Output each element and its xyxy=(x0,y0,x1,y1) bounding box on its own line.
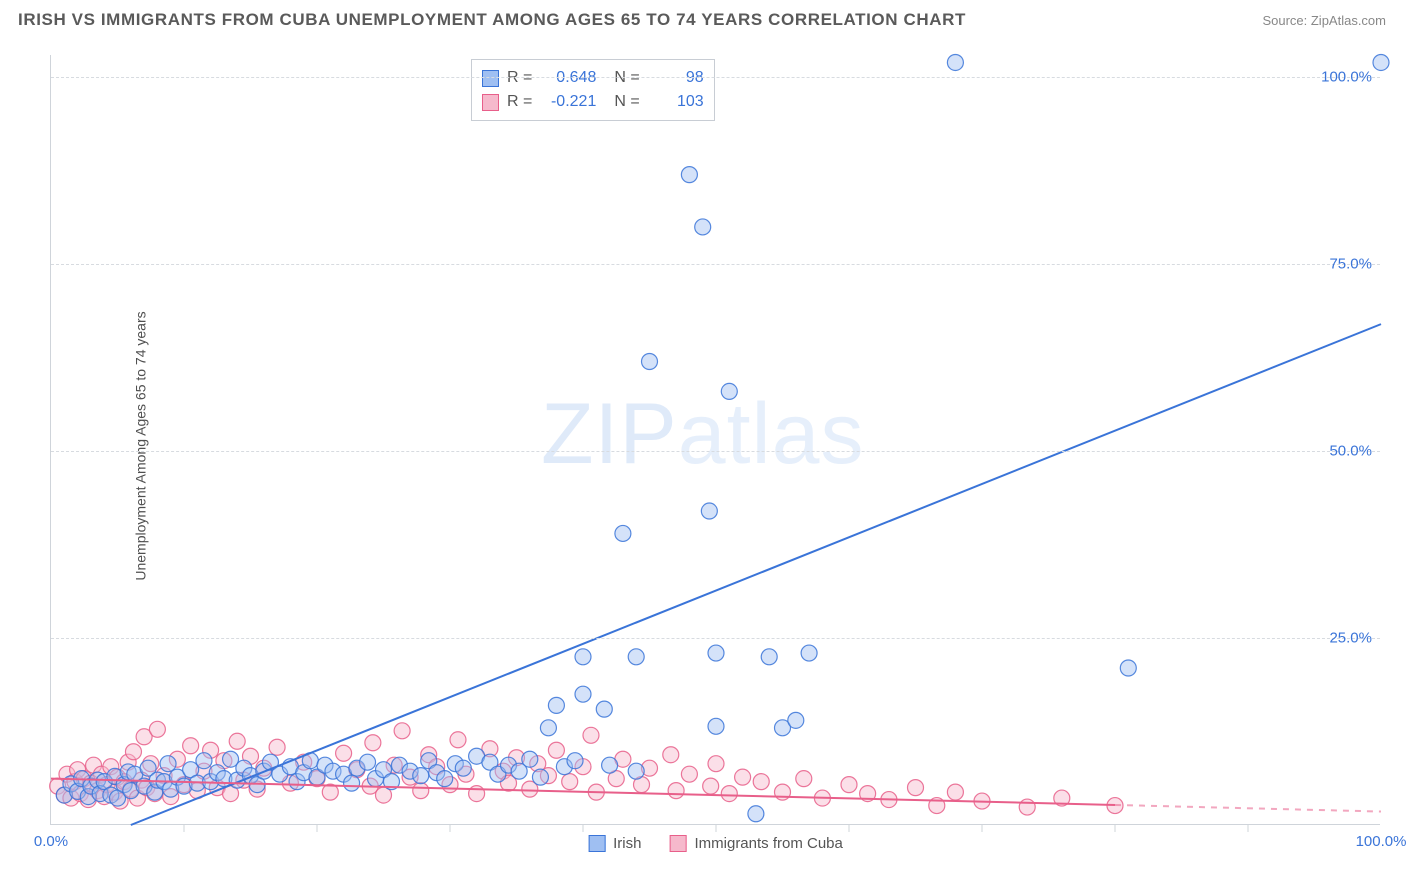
scatter-point-irish xyxy=(540,720,556,736)
source-attribution: Source: ZipAtlas.com xyxy=(1262,13,1386,28)
scatter-point-irish xyxy=(801,645,817,661)
y-tick-label: 100.0% xyxy=(1321,69,1372,86)
scatter-point-cuba xyxy=(668,783,684,799)
scatter-point-irish xyxy=(575,649,591,665)
scatter-point-irish xyxy=(522,751,538,767)
scatter-point-irish xyxy=(761,649,777,665)
scatter-point-cuba xyxy=(721,786,737,802)
x-tick-label: 100.0% xyxy=(1356,833,1406,850)
y-tick-label: 50.0% xyxy=(1329,443,1372,460)
scatter-point-cuba xyxy=(548,742,564,758)
x-tick-label: 0.0% xyxy=(34,833,68,850)
scatter-point-cuba xyxy=(229,733,245,749)
scatter-point-cuba xyxy=(841,777,857,793)
stat-row-cuba: R =-0.221N =103 xyxy=(482,90,704,114)
scatter-point-cuba xyxy=(947,784,963,800)
legend-item-irish: Irish xyxy=(588,835,641,852)
scatter-point-cuba xyxy=(469,786,485,802)
scatter-point-irish xyxy=(344,775,360,791)
scatter-point-cuba xyxy=(562,774,578,790)
scatter-point-cuba xyxy=(583,727,599,743)
scatter-point-irish xyxy=(1120,660,1136,676)
scatter-point-cuba xyxy=(149,721,165,737)
scatter-point-irish xyxy=(160,756,176,772)
scatter-point-irish xyxy=(708,718,724,734)
scatter-point-irish xyxy=(532,769,548,785)
legend-swatch-cuba xyxy=(669,835,686,852)
scatter-point-irish xyxy=(455,760,471,776)
legend-label-irish: Irish xyxy=(613,835,641,852)
scatter-point-irish xyxy=(748,806,764,822)
scatter-point-irish xyxy=(708,645,724,661)
scatter-point-irish xyxy=(360,754,376,770)
scatter-point-irish xyxy=(575,686,591,702)
chart-title: IRISH VS IMMIGRANTS FROM CUBA UNEMPLOYME… xyxy=(18,10,966,30)
plot-svg xyxy=(51,55,1380,824)
scatter-point-irish xyxy=(681,167,697,183)
source-link[interactable]: ZipAtlas.com xyxy=(1311,13,1386,28)
scatter-chart: ZIPatlas R =0.648N =98R =-0.221N =103 Ir… xyxy=(50,55,1380,825)
gridline-h xyxy=(51,451,1380,452)
scatter-point-irish xyxy=(602,757,618,773)
scatter-point-irish xyxy=(1373,54,1389,70)
scatter-point-irish xyxy=(548,697,564,713)
chart-legend: Irish Immigrants from Cuba xyxy=(588,835,843,852)
scatter-point-cuba xyxy=(413,783,429,799)
scatter-point-irish xyxy=(196,753,212,769)
scatter-point-irish xyxy=(695,219,711,235)
legend-item-cuba: Immigrants from Cuba xyxy=(669,835,842,852)
y-tick-label: 75.0% xyxy=(1329,256,1372,273)
scatter-point-irish xyxy=(947,54,963,70)
stat-R-cuba: -0.221 xyxy=(540,90,596,114)
scatter-point-cuba xyxy=(908,780,924,796)
correlation-stats-box: R =0.648N =98R =-0.221N =103 xyxy=(471,59,715,121)
scatter-point-irish xyxy=(642,354,658,370)
scatter-point-cuba xyxy=(708,756,724,772)
gridline-h xyxy=(51,264,1380,265)
y-tick-label: 25.0% xyxy=(1329,630,1372,647)
scatter-point-irish xyxy=(615,525,631,541)
chart-header: IRISH VS IMMIGRANTS FROM CUBA UNEMPLOYME… xyxy=(18,10,1386,30)
scatter-point-irish xyxy=(701,503,717,519)
scatter-point-irish xyxy=(413,768,429,784)
trendline-irish xyxy=(131,324,1381,825)
scatter-point-cuba xyxy=(1019,799,1035,815)
scatter-point-irish xyxy=(788,712,804,728)
scatter-point-cuba xyxy=(125,744,141,760)
gridline-h xyxy=(51,638,1380,639)
scatter-point-irish xyxy=(628,763,644,779)
scatter-point-cuba xyxy=(183,738,199,754)
scatter-point-cuba xyxy=(394,723,410,739)
scatter-point-irish xyxy=(567,753,583,769)
scatter-point-cuba xyxy=(681,766,697,782)
stat-N-cuba: 103 xyxy=(648,90,704,114)
scatter-point-cuba xyxy=(450,732,466,748)
legend-label-cuba: Immigrants from Cuba xyxy=(694,835,842,852)
swatch-cuba xyxy=(482,94,499,111)
scatter-point-cuba xyxy=(735,769,751,785)
scatter-point-irish xyxy=(628,649,644,665)
trendline-cuba-ext xyxy=(1115,805,1381,812)
scatter-point-irish xyxy=(437,771,453,787)
legend-swatch-irish xyxy=(588,835,605,852)
gridline-h xyxy=(51,77,1380,78)
scatter-point-irish xyxy=(721,383,737,399)
scatter-point-cuba xyxy=(703,778,719,794)
scatter-point-cuba xyxy=(365,735,381,751)
scatter-point-irish xyxy=(596,701,612,717)
scatter-point-cuba xyxy=(753,774,769,790)
scatter-point-cuba xyxy=(796,771,812,787)
scatter-point-cuba xyxy=(269,739,285,755)
scatter-point-cuba xyxy=(336,745,352,761)
scatter-point-cuba xyxy=(663,747,679,763)
